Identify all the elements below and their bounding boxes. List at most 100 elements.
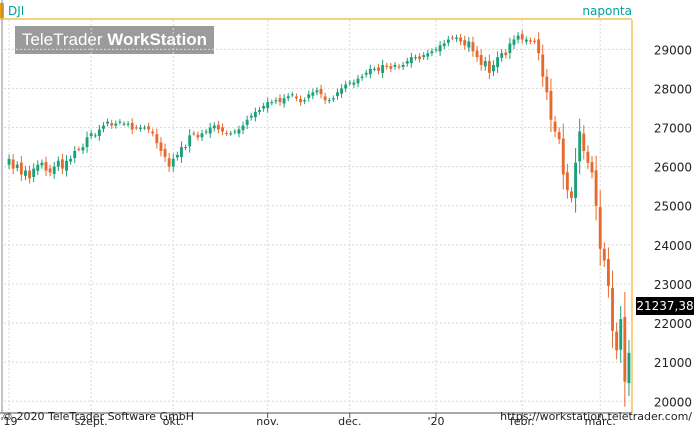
candle-body [520,34,524,40]
candle-body [40,162,44,166]
candle-body [582,133,586,151]
candle-body [606,259,610,286]
candle-body [245,119,249,125]
candle-body [463,40,467,46]
candle-body [331,98,335,100]
candle-body [315,90,319,93]
candle-body [496,57,500,68]
source-url[interactable]: https://workstation.teletrader.com/ [500,410,692,423]
candle-body [97,129,101,137]
candle-body [602,248,606,261]
y-tick-label: 28000 [654,82,692,96]
candle-body [475,50,479,58]
frequency-label[interactable]: naponta [582,4,632,18]
candle-body [611,288,614,331]
candle-body [200,133,204,138]
candle-body [175,154,179,158]
candle-body [586,151,590,163]
x-tick-label: márc. [585,415,616,427]
y-tick-label: 21000 [654,356,692,370]
x-tick-label: okt. [163,415,184,427]
candle-body [163,148,167,157]
candle-body [422,55,426,57]
candle-body [81,147,85,151]
candle-body [134,127,138,129]
candle-body [69,158,73,162]
candle-body [28,170,32,179]
x-tick-label: '19 [1,415,18,427]
candle-body [323,96,327,101]
candle-body [393,64,397,67]
candle-body [438,45,442,52]
candle-body [93,135,97,137]
candle-body [106,121,110,124]
candle-body [352,82,356,85]
candle-body [229,133,233,135]
candle-body [619,319,623,350]
candle-body [565,172,569,191]
candle-body [52,166,56,174]
candle-body [32,168,36,177]
candle-body [196,134,200,138]
y-tick-label: 22000 [654,317,692,331]
candle-body [418,56,422,60]
candle-body [130,122,134,130]
last-price-label: 21237,38 [636,297,694,315]
candle-body [364,72,368,75]
candle-body [15,164,19,168]
candle-body [356,78,360,84]
candle-body [286,96,290,99]
candle-body [467,41,471,48]
candle-body [327,100,331,102]
candle-body [262,106,266,109]
candle-body [557,132,561,140]
candle-body [167,158,171,167]
candle-body [553,121,557,132]
candle-body [574,162,578,198]
candle-body [368,68,372,75]
candle-body [73,151,77,159]
candle-body [504,52,508,56]
candle-body [528,40,532,42]
logo-text-bold: WorkStation [107,30,208,49]
candle-body [290,94,294,96]
y-tick-label: 20000 [654,395,692,409]
candle-body [253,111,257,118]
candle-body [434,49,438,51]
candle-body [44,162,48,171]
candle-body [266,102,270,109]
x-tick-label: febr. [510,415,535,427]
candle-body [184,147,188,149]
candle-body [249,115,253,118]
candle-body [442,43,446,47]
candle-body [65,160,68,171]
candle-body [549,90,553,120]
candle-body [225,132,229,134]
candle-body [545,76,549,93]
candle-body [19,162,23,175]
candle-body [615,331,619,351]
candle-body [311,92,315,96]
candle-body [381,64,385,73]
candle-body [258,109,261,112]
candle-body [541,54,545,77]
candle-body [143,127,146,129]
candle-body [360,76,364,78]
candle-body [344,84,348,89]
candle-body [60,159,64,169]
candle-body [594,170,598,206]
candle-body [570,191,573,198]
candle-body [533,40,536,42]
ticker-label[interactable]: DJI [8,4,25,18]
candle-body [307,94,311,99]
candle-body [446,39,450,43]
candle-body [24,170,27,176]
candle-body [492,64,495,72]
y-tick-label: 23000 [654,278,692,292]
candle-body [118,121,122,123]
candle-body [385,65,389,67]
candle-body [299,98,302,103]
candle-body [36,164,40,171]
